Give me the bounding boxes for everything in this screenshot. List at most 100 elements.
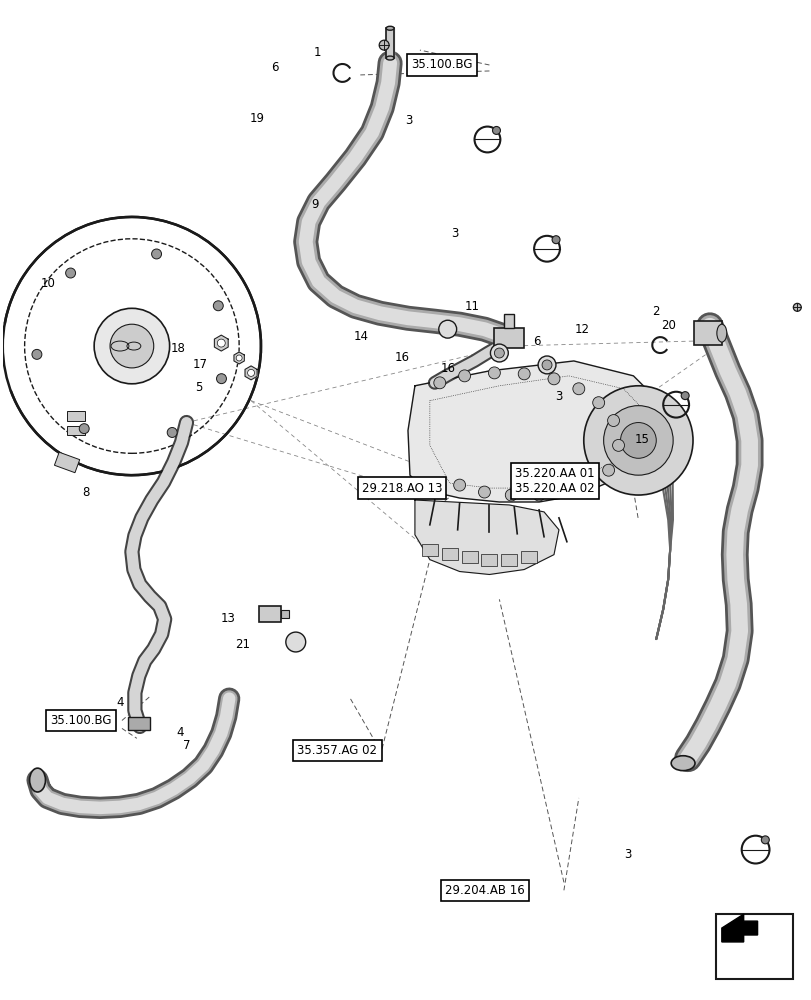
Circle shape — [478, 486, 490, 498]
Circle shape — [557, 486, 569, 498]
Circle shape — [152, 249, 161, 259]
Polygon shape — [214, 335, 228, 351]
Text: 3: 3 — [555, 390, 562, 403]
Circle shape — [551, 236, 560, 244]
Ellipse shape — [386, 26, 393, 30]
Text: 14: 14 — [354, 330, 369, 343]
Bar — [67, 426, 85, 435]
Text: 15: 15 — [634, 433, 649, 446]
Circle shape — [572, 383, 584, 395]
Polygon shape — [386, 28, 393, 58]
Text: 18: 18 — [170, 342, 185, 355]
Text: 7: 7 — [182, 739, 190, 752]
Circle shape — [538, 356, 556, 374]
Bar — [500, 554, 517, 566]
Text: 17: 17 — [193, 358, 208, 371]
Circle shape — [542, 360, 551, 370]
Circle shape — [94, 308, 169, 384]
Text: 12: 12 — [574, 323, 590, 336]
Circle shape — [79, 424, 89, 434]
Polygon shape — [721, 914, 757, 942]
Circle shape — [433, 377, 445, 389]
Circle shape — [492, 126, 500, 134]
Circle shape — [453, 479, 465, 491]
Polygon shape — [414, 500, 558, 574]
Bar — [461, 551, 477, 563]
Text: 16: 16 — [440, 362, 455, 375]
Circle shape — [488, 367, 500, 379]
Text: 29.204.AB 16: 29.204.AB 16 — [444, 884, 524, 897]
Circle shape — [490, 344, 508, 362]
Text: 19: 19 — [250, 112, 264, 125]
Bar — [521, 551, 536, 563]
Polygon shape — [234, 352, 244, 364]
Text: 9: 9 — [311, 198, 318, 211]
Text: 5: 5 — [195, 381, 202, 394]
Text: 3: 3 — [450, 227, 457, 240]
Circle shape — [504, 489, 517, 501]
Circle shape — [66, 268, 75, 278]
Polygon shape — [245, 366, 257, 380]
Circle shape — [167, 428, 177, 437]
Text: 13: 13 — [221, 612, 236, 625]
Circle shape — [603, 406, 672, 475]
Text: 21: 21 — [235, 638, 251, 651]
Circle shape — [680, 392, 689, 400]
Ellipse shape — [29, 768, 45, 792]
Bar — [504, 314, 513, 328]
Circle shape — [582, 479, 594, 491]
Circle shape — [611, 439, 624, 451]
Circle shape — [592, 397, 604, 409]
Circle shape — [583, 386, 692, 495]
Circle shape — [379, 40, 388, 50]
Circle shape — [620, 423, 655, 458]
Bar — [422, 544, 437, 556]
Circle shape — [517, 368, 530, 380]
Circle shape — [247, 369, 254, 376]
Bar — [441, 548, 457, 560]
Text: 8: 8 — [82, 486, 89, 499]
Text: 6: 6 — [532, 335, 540, 348]
Circle shape — [213, 301, 223, 311]
Text: 29.218.AO 13: 29.218.AO 13 — [361, 482, 442, 495]
Circle shape — [494, 348, 504, 358]
Circle shape — [236, 355, 242, 361]
Bar — [715, 914, 792, 979]
Circle shape — [761, 836, 768, 844]
Text: 35.357.AG 02: 35.357.AG 02 — [297, 744, 377, 757]
Circle shape — [110, 324, 153, 368]
Text: 35.100.BG: 35.100.BG — [50, 714, 112, 727]
Bar — [494, 328, 524, 348]
Text: 16: 16 — [394, 351, 409, 364]
Circle shape — [792, 303, 800, 311]
Bar — [259, 606, 281, 622]
Circle shape — [533, 489, 544, 501]
Circle shape — [607, 415, 619, 427]
Text: 6: 6 — [270, 61, 278, 74]
Bar — [693, 321, 721, 345]
Bar — [481, 554, 497, 566]
Bar — [54, 452, 79, 473]
Circle shape — [602, 464, 614, 476]
Circle shape — [285, 632, 305, 652]
Bar — [67, 411, 85, 421]
Bar — [128, 717, 149, 730]
Bar — [281, 610, 289, 618]
Polygon shape — [407, 361, 663, 502]
Circle shape — [32, 349, 42, 359]
Circle shape — [438, 320, 456, 338]
Text: 4: 4 — [176, 726, 184, 739]
Ellipse shape — [716, 324, 726, 342]
Text: 3: 3 — [624, 848, 631, 861]
Text: 35.100.BG: 35.100.BG — [411, 58, 473, 71]
Text: 2: 2 — [651, 305, 659, 318]
Text: 3: 3 — [404, 114, 412, 127]
Circle shape — [217, 374, 226, 384]
Circle shape — [217, 339, 225, 347]
Text: 4: 4 — [116, 696, 123, 709]
Circle shape — [547, 373, 560, 385]
Text: 10: 10 — [41, 277, 55, 290]
Ellipse shape — [671, 756, 694, 771]
Text: 20: 20 — [660, 319, 675, 332]
Text: 35.220.AA 01
35.220.AA 02: 35.220.AA 01 35.220.AA 02 — [515, 467, 594, 495]
